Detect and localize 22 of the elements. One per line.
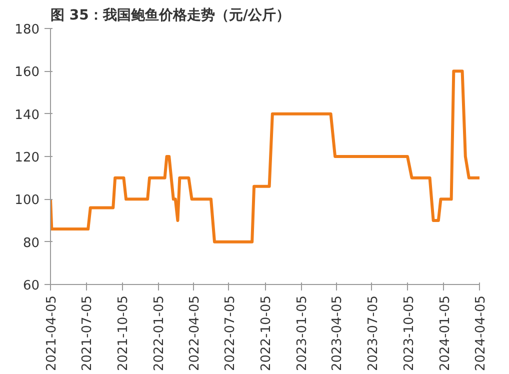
y-tick-label: 140: [14, 108, 40, 123]
y-tick-label: 120: [14, 150, 40, 166]
x-tick-label: 2022-10-05: [259, 295, 274, 372]
x-tick-label: 2024-04-05: [474, 295, 488, 372]
y-tick-label: 100: [14, 193, 40, 208]
x-tick-label: 2023-07-05: [366, 295, 381, 372]
x-tick-label: 2022-07-05: [222, 295, 238, 372]
x-tick-label: 2022-01-05: [152, 295, 168, 372]
x-tick-label: 2023-01-05: [295, 295, 310, 372]
y-tick-label: 160: [14, 65, 40, 80]
y-tick-label: 80: [22, 236, 40, 251]
x-tick-label: 2021-10-05: [116, 295, 132, 372]
x-tick-label: 2024-01-05: [438, 295, 453, 372]
x-tick-label: 2022-04-05: [187, 295, 202, 372]
x-tick-label: 2021-04-05: [44, 295, 60, 372]
x-tick-label: 2021-07-05: [80, 295, 96, 372]
y-tick-label: 180: [14, 22, 40, 38]
line-series: [50, 70, 480, 244]
x-tick-label: 2023-04-05: [330, 295, 346, 372]
x-tick-label: 2023-10-05: [402, 295, 417, 372]
chart-title: 图 35：我国鲍鱼价格走势（元/公斤）: [50, 6, 290, 24]
y-tick-label: 60: [22, 278, 40, 294]
